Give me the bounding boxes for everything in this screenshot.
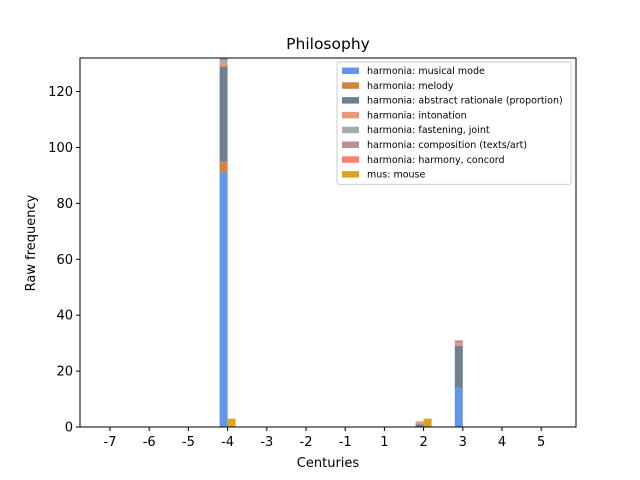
legend-box: [336, 61, 572, 185]
bar-segment: [219, 60, 228, 64]
bar-segment: [454, 343, 463, 346]
legend: harmonia: musical mode harmonia: melody ha…: [336, 61, 572, 185]
x-tick-label: -3: [260, 435, 273, 450]
y-tick-label: 0: [65, 421, 73, 436]
legend-label: harmonia: intonation: [367, 110, 467, 121]
bar-segment: [219, 66, 228, 162]
bar-segment: [219, 58, 228, 61]
bar-segment: [454, 340, 463, 344]
bar-segment: [219, 172, 228, 427]
x-axis: -7 -6 -5 -4 -3 -2 -1 1 2 3 4 5: [104, 427, 545, 450]
bar-segment: [219, 161, 228, 173]
y-tick-label: 80: [56, 197, 73, 212]
legend-swatch: [342, 126, 359, 134]
legend-label: harmonia: musical mode: [367, 66, 485, 77]
legend-label: harmonia: composition (texts/art): [367, 140, 527, 151]
legend-label: harmonia: harmony, concord: [367, 155, 505, 166]
y-tick-label: 40: [56, 309, 73, 324]
bar-segment: [227, 418, 236, 427]
plot-frame: [79, 57, 577, 428]
legend-label: harmonia: melody: [367, 81, 454, 92]
legend-swatch: [342, 82, 359, 89]
x-tick-label: 4: [498, 435, 506, 450]
y-tick-label: 20: [56, 365, 73, 380]
chart-title: Philosophy: [286, 35, 370, 53]
y-tick-label: 120: [48, 85, 73, 100]
y-tick-label: 60: [56, 253, 73, 268]
legend-swatch: [342, 97, 359, 104]
bars-layer: [219, 58, 463, 427]
x-tick-label: -5: [182, 435, 195, 450]
y-axis-label: Raw frequency: [24, 194, 39, 291]
x-tick-label: -7: [104, 435, 117, 450]
legend-swatch: [342, 171, 359, 178]
x-tick-label: 1: [380, 435, 388, 450]
bar-segment: [219, 63, 228, 67]
x-tick-label: -6: [143, 435, 156, 450]
legend-swatch: [342, 111, 359, 119]
x-tick-label: -2: [300, 435, 313, 450]
x-tick-label: 2: [419, 435, 427, 450]
legend-swatch: [342, 156, 359, 163]
bar-segment: [415, 421, 424, 425]
legend-swatch: [342, 67, 359, 74]
x-tick-label: -4: [221, 435, 234, 450]
bar-segment: [454, 345, 463, 388]
x-axis-label: Centuries: [297, 456, 360, 471]
x-tick-label: -1: [339, 435, 352, 450]
y-axis: 0 20 40 60 80 100 120: [48, 85, 80, 436]
legend-label: harmonia: abstract rationale (proportion…: [367, 96, 563, 107]
x-tick-label: 5: [537, 435, 545, 450]
x-tick-label: 3: [459, 435, 467, 450]
bar-segment: [415, 424, 424, 427]
legend-label: harmonia: fastening, joint: [367, 125, 490, 136]
y-tick-label: 100: [48, 141, 73, 156]
legend-label: mus: mouse: [367, 170, 425, 181]
bar-segment: [423, 418, 432, 427]
legend-swatch: [342, 141, 359, 148]
bar-segment: [454, 387, 463, 427]
